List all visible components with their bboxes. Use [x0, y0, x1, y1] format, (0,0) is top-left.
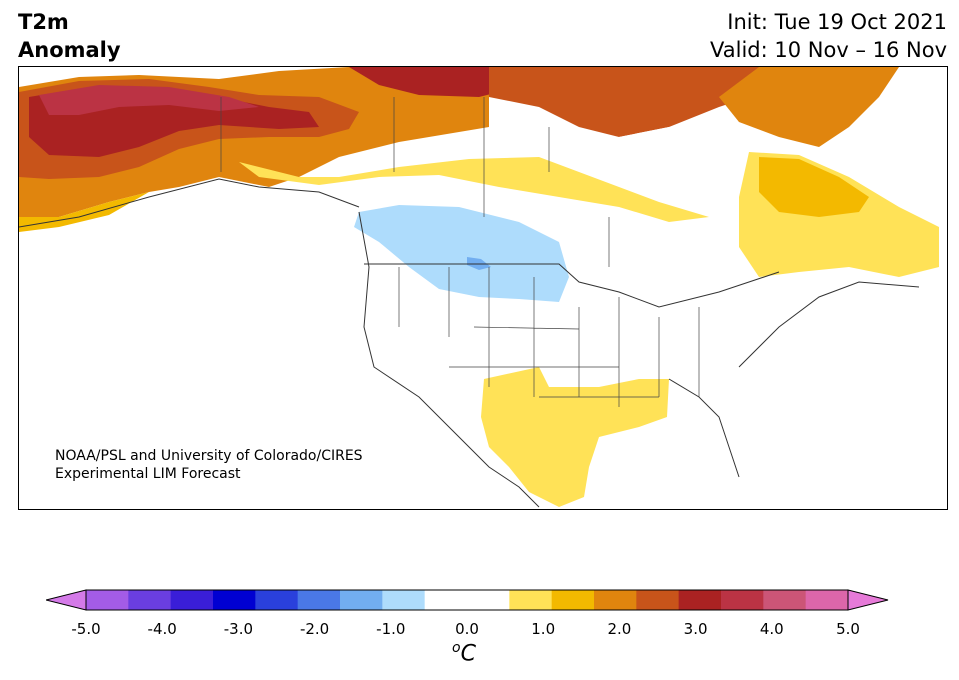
- colorbar-tick-label: 2.0: [607, 620, 632, 638]
- province-lines: [220, 97, 610, 267]
- colorbar-tick-label: 1.0: [531, 620, 556, 638]
- region-arctic-red: [349, 67, 519, 97]
- colorbar-cell: [128, 590, 172, 610]
- title-line-1: T2m: [18, 10, 69, 34]
- colorbar-cell: [382, 590, 426, 610]
- colorbar-unit: oC: [452, 640, 476, 666]
- map-panel: NOAA/PSL and University of Colorado/CIRE…: [18, 66, 948, 510]
- colorbar-cell: [805, 590, 849, 610]
- region-prairies-cool: [354, 205, 569, 302]
- colorbar-tick-label: -5.0: [71, 620, 101, 638]
- coastline: [19, 178, 920, 508]
- region-alaska-max: [39, 85, 259, 115]
- colorbar-extend-low: [46, 589, 87, 611]
- colorbar-cell: [213, 590, 256, 610]
- colorbar: [46, 589, 889, 611]
- region-arctic-orange: [489, 67, 779, 137]
- colorbar-tick-label: -2.0: [299, 620, 330, 638]
- colorbar-cell: [721, 590, 764, 610]
- credit-line-2: Experimental LIM Forecast: [55, 466, 241, 482]
- region-central-canada-yellow: [239, 157, 709, 222]
- unit-superscript: o: [452, 640, 461, 656]
- colorbar-tick-label: -3.0: [223, 620, 254, 638]
- title-line-2: Anomaly: [18, 38, 121, 62]
- credit-line-1: NOAA/PSL and University of Colorado/CIRE…: [55, 448, 363, 464]
- colorbar-tick-labels: -5.0 -4.0 -3.0 -2.0 -1.0 0.0 1.0 2.0 3.0 4.0 5.0: [0, 620, 959, 640]
- state-lines: [398, 267, 700, 407]
- unit-base: C: [460, 641, 476, 667]
- init-date: Init: Tue 19 Oct 2021: [727, 10, 947, 34]
- colorbar-cell: [86, 590, 129, 610]
- colorbar-cell: [424, 590, 468, 610]
- colorbar-cell: [467, 590, 510, 610]
- colorbar-cell: [255, 590, 299, 610]
- colorbar-tick-label: -4.0: [147, 620, 177, 638]
- colorbar-cell: [170, 590, 214, 610]
- colorbar-cell: [678, 590, 722, 610]
- region-south-us-yellow: [481, 367, 669, 507]
- colorbar-cell: [509, 590, 553, 610]
- colorbar-tick-label: 5.0: [836, 620, 860, 638]
- border-us-canada: [364, 263, 780, 308]
- colorbar-tick-label: 0.0: [455, 620, 479, 638]
- colorbar-cell: [297, 590, 341, 610]
- region-hudson-bay: [619, 122, 759, 177]
- region-quebec-orange: [759, 157, 869, 217]
- map-title: T2m Anomaly: [18, 8, 121, 64]
- colorbar-cell: [551, 590, 595, 610]
- colorbar-cell: [763, 590, 807, 610]
- valid-date: Valid: 10 Nov – 16 Nov: [710, 38, 947, 62]
- colorbar-tick-label: 4.0: [759, 620, 784, 638]
- date-info: Init: Tue 19 Oct 2021 Valid: 10 Nov – 16…: [710, 8, 947, 64]
- region-baffin-warm: [719, 67, 899, 147]
- credit-text: NOAA/PSL and University of Colorado/CIRE…: [55, 447, 363, 483]
- colorbar-frame: [85, 589, 849, 611]
- colorbar-extend-high: [847, 589, 889, 611]
- colorbar-cell: [340, 590, 383, 610]
- colorbar-cell: [594, 590, 637, 610]
- colorbar-tick-label: -1.0: [376, 620, 406, 638]
- colorbar-tick-label: 3.0: [683, 620, 708, 638]
- colorbar-cells: [86, 590, 849, 610]
- anomaly-map: [19, 67, 939, 508]
- colorbar-cell: [636, 590, 680, 610]
